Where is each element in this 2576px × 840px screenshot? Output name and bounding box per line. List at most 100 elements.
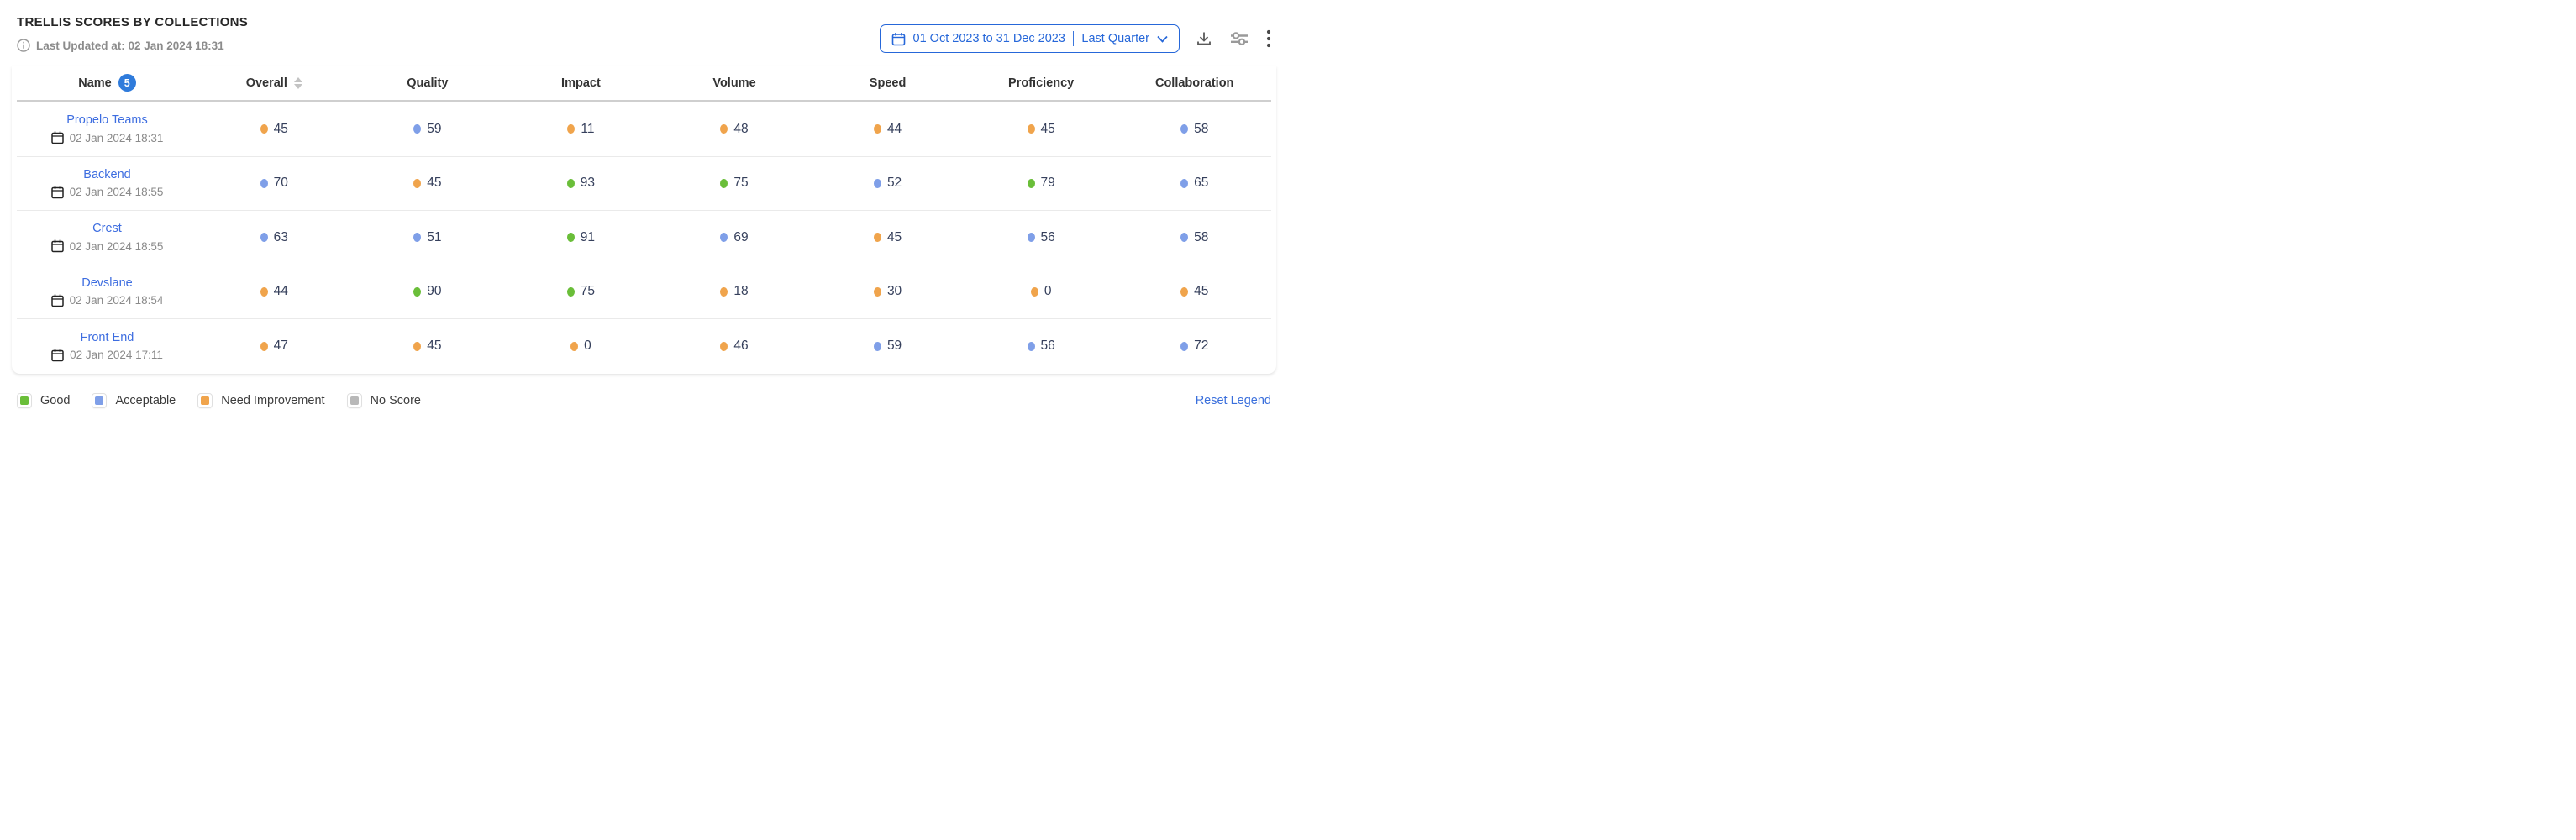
collection-link[interactable]: Front End: [80, 330, 134, 344]
legend-label: Acceptable: [115, 394, 176, 407]
table-row: Backend 02 Jan 2024 18:55 70 45 93 75 52 79 65: [17, 157, 1271, 211]
legend-item-no_score[interactable]: No Score: [346, 393, 421, 408]
calendar-icon: [51, 349, 64, 362]
sort-icon[interactable]: [293, 76, 302, 89]
score-cell-quality: 51: [351, 230, 505, 245]
legend-item-acceptable[interactable]: Acceptable: [92, 393, 176, 408]
score-cell-speed: 44: [811, 122, 965, 137]
score-value: 75: [733, 176, 749, 191]
score-value: 44: [273, 284, 288, 299]
table-row: Crest 02 Jan 2024 18:55 63 51 91 69 45 56 58: [17, 211, 1271, 265]
score-status-dot: [413, 341, 422, 351]
column-header-name: Name 5: [17, 74, 197, 92]
collection-link[interactable]: Devslane: [81, 276, 133, 290]
score-cell-collaboration: 58: [1117, 122, 1271, 137]
column-header-label: Volume: [712, 76, 756, 90]
collection-link[interactable]: Propelo Teams: [66, 113, 148, 128]
table-header-row: Name 5 Overall Quality Impact Volume Speed Prof…: [17, 66, 1271, 102]
score-value: 44: [886, 121, 902, 136]
row-updated-timestamp: 02 Jan 2024 18:54: [69, 294, 164, 307]
score-value: 59: [886, 339, 902, 354]
name-cell: Propelo Teams 02 Jan 2024 18:31: [17, 113, 197, 144]
score-value: 45: [427, 339, 442, 354]
score-value: 72: [1194, 339, 1209, 354]
column-header-collaboration: Collaboration: [1117, 76, 1271, 90]
score-status-dot: [413, 178, 422, 188]
score-value: 0: [584, 339, 591, 354]
score-cell-volume: 46: [658, 339, 812, 354]
score-status-dot: [720, 341, 728, 351]
column-header-overall[interactable]: Overall: [197, 76, 351, 90]
legend-item-good[interactable]: Good: [17, 393, 70, 408]
score-cell-volume: 75: [658, 176, 812, 191]
score-cell-proficiency: 0: [965, 284, 1118, 299]
filter-settings-button[interactable]: [1228, 29, 1250, 49]
collection-link[interactable]: Crest: [92, 222, 122, 236]
date-preset-label: Last Quarter: [1081, 32, 1149, 45]
score-cell-quality: 45: [351, 176, 505, 191]
score-cell-collaboration: 65: [1117, 176, 1271, 191]
score-cell-impact: 0: [504, 339, 658, 354]
download-button[interactable]: [1194, 29, 1214, 49]
score-status-dot: [720, 233, 728, 243]
score-status-dot: [260, 286, 268, 297]
score-value: 45: [886, 229, 902, 244]
legend-item-need_improvement[interactable]: Need Improvement: [197, 393, 325, 408]
column-header-quality: Quality: [351, 76, 505, 90]
score-status-dot: [1180, 341, 1189, 351]
score-value: 65: [1194, 176, 1209, 191]
score-value: 48: [733, 121, 749, 136]
date-range-text: 01 Oct 2023 to 31 Dec 2023: [912, 32, 1065, 45]
chevron-down-icon: [1157, 35, 1168, 43]
column-header-impact: Impact: [504, 76, 658, 90]
score-cell-quality: 45: [351, 339, 505, 354]
score-cell-proficiency: 45: [965, 122, 1118, 137]
divider: [1072, 31, 1075, 46]
column-header-label: Proficiency: [1008, 76, 1075, 90]
score-value: 45: [427, 176, 442, 191]
kebab-menu-button[interactable]: [1264, 28, 1273, 50]
score-cell-speed: 52: [811, 176, 965, 191]
score-cell-impact: 91: [504, 230, 658, 245]
score-cell-overall: 45: [197, 122, 351, 137]
score-value: 90: [427, 284, 442, 299]
score-status-dot: [570, 341, 579, 351]
score-value: 30: [886, 284, 902, 299]
collection-link[interactable]: Backend: [83, 167, 131, 181]
score-value: 59: [427, 121, 442, 136]
score-status-dot: [720, 178, 728, 188]
legend-swatch: [197, 393, 213, 408]
date-range-button[interactable]: 01 Oct 2023 to 31 Dec 2023 Last Quarter: [879, 24, 1180, 53]
row-updated-timestamp: 02 Jan 2024 18:31: [69, 131, 164, 144]
score-status-dot: [873, 233, 881, 243]
score-status-dot: [413, 286, 422, 297]
column-header-label: Name: [78, 76, 112, 90]
score-value: 18: [733, 284, 749, 299]
score-cell-collaboration: 45: [1117, 284, 1271, 299]
score-value: 51: [427, 229, 442, 244]
info-icon[interactable]: [17, 39, 30, 52]
score-status-dot: [873, 124, 881, 134]
row-updated-timestamp: 02 Jan 2024 18:55: [69, 239, 164, 253]
score-value: 93: [580, 176, 596, 191]
score-cell-proficiency: 79: [965, 176, 1118, 191]
column-header-volume: Volume: [658, 76, 812, 90]
legend-swatch: [92, 393, 108, 408]
score-cell-proficiency: 56: [965, 339, 1118, 354]
score-cell-collaboration: 72: [1117, 339, 1271, 354]
score-status-dot: [1180, 233, 1189, 243]
score-value: 75: [580, 284, 596, 299]
score-status-dot: [567, 124, 576, 134]
score-status-dot: [873, 341, 881, 351]
score-status-dot: [1027, 124, 1035, 134]
reset-legend-link[interactable]: Reset Legend: [1195, 394, 1271, 407]
score-value: 11: [581, 121, 595, 136]
table-body: Propelo Teams 02 Jan 2024 18:31 45 59 11 48 44…: [17, 102, 1271, 374]
score-cell-quality: 90: [351, 284, 505, 299]
legend-bar: Good Acceptable Need Improvement No Score R…: [0, 393, 1288, 420]
name-cell: Backend 02 Jan 2024 18:55: [17, 168, 197, 199]
score-value: 69: [733, 229, 749, 244]
score-status-dot: [1180, 124, 1189, 134]
score-status-dot: [873, 286, 881, 297]
row-updated-timestamp: 02 Jan 2024 17:11: [70, 349, 163, 362]
